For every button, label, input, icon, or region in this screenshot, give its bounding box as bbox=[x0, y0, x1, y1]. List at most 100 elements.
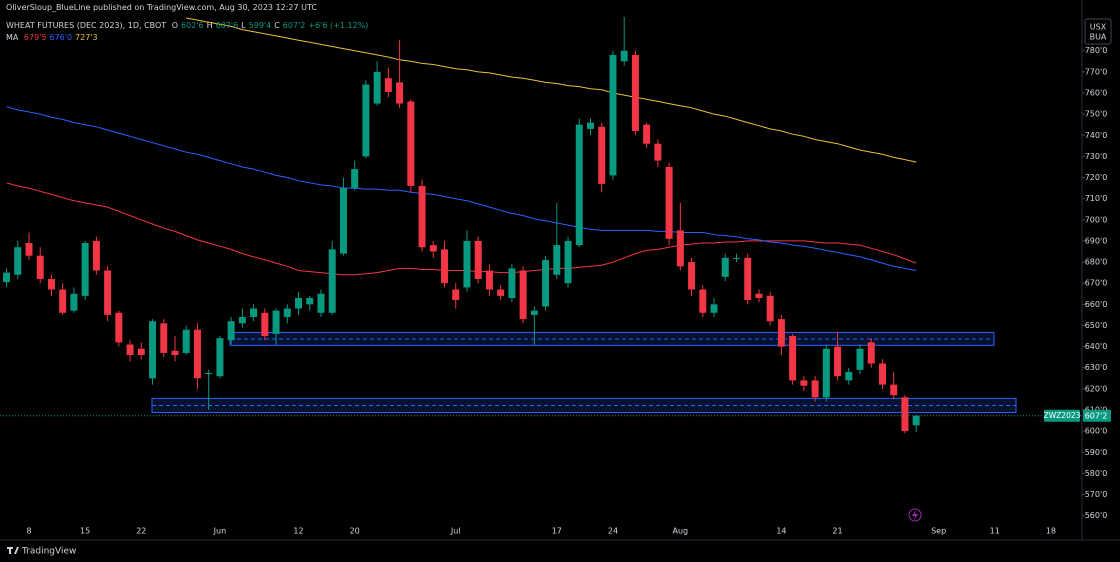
ohlc-value: 599'4 bbox=[248, 21, 272, 30]
candle-body bbox=[474, 240, 482, 279]
moving-average bbox=[6, 106, 917, 271]
ma-value: 727'3 bbox=[75, 33, 98, 42]
candle-body bbox=[542, 259, 550, 307]
x-tick-label: 12 bbox=[293, 527, 303, 536]
candle-body bbox=[104, 270, 112, 315]
y-tick-label: 690'0 bbox=[1085, 236, 1108, 245]
ohlc-value: 607'6 bbox=[215, 21, 239, 30]
candle-body bbox=[418, 185, 426, 248]
y-tick-label: 630'0 bbox=[1085, 363, 1108, 372]
event-icon[interactable] bbox=[908, 508, 922, 522]
plot-area bbox=[0, 16, 1082, 434]
candle-body bbox=[92, 240, 100, 271]
candle-body bbox=[867, 342, 875, 364]
candle-body bbox=[137, 348, 145, 356]
x-tick-label: 8 bbox=[26, 527, 31, 536]
candle-body bbox=[306, 297, 314, 305]
x-tick-label: 17 bbox=[552, 527, 562, 536]
candle-body bbox=[609, 54, 617, 176]
moving-average bbox=[186, 17, 917, 163]
candle-body bbox=[351, 169, 359, 189]
candle-body bbox=[789, 336, 797, 381]
candle-body bbox=[890, 384, 898, 396]
y-tick-label: 770'0 bbox=[1085, 67, 1108, 76]
candle-body bbox=[373, 71, 381, 104]
candle-body bbox=[205, 373, 213, 375]
symbol-tag-label: ZWZ2023 bbox=[1044, 411, 1081, 420]
candle-body bbox=[878, 363, 886, 385]
candle-body bbox=[339, 188, 347, 254]
y-tick-label: 590'0 bbox=[1085, 448, 1108, 457]
candle-body bbox=[70, 293, 78, 311]
y-tick-label: 750'0 bbox=[1085, 110, 1108, 119]
candle-body bbox=[564, 240, 572, 284]
unit: BUA bbox=[1090, 33, 1107, 42]
candle-body bbox=[912, 415, 920, 426]
ohlc-key: C bbox=[274, 21, 280, 30]
candle-body bbox=[856, 348, 864, 370]
x-tick-label: 11 bbox=[990, 527, 1000, 536]
x-tick-label: Sep bbox=[931, 527, 946, 536]
candle-body bbox=[901, 397, 909, 432]
ohlc-value: 602'6 bbox=[181, 21, 204, 30]
y-tick-label: 660'0 bbox=[1085, 300, 1108, 309]
y-tick-label: 700'0 bbox=[1085, 215, 1108, 224]
y-tick-label: 740'0 bbox=[1085, 131, 1108, 140]
x-tick-label: Jul bbox=[450, 527, 461, 536]
candle-body bbox=[530, 310, 538, 315]
y-tick-label: 680'0 bbox=[1085, 258, 1108, 267]
candle-body bbox=[755, 293, 763, 298]
y-tick-label: 670'0 bbox=[1085, 279, 1108, 288]
candle-body bbox=[14, 247, 22, 275]
x-tick-label: 18 bbox=[1046, 527, 1056, 536]
y-tick-label: 570'0 bbox=[1085, 490, 1108, 499]
candle-body bbox=[508, 268, 516, 298]
y-tick-label: 710'0 bbox=[1085, 194, 1108, 203]
candle-body bbox=[317, 293, 325, 313]
candle-body bbox=[676, 230, 684, 267]
candle-body bbox=[497, 289, 505, 296]
y-tick-label: 600'0 bbox=[1085, 427, 1108, 436]
currency-box bbox=[1084, 18, 1112, 45]
candle-body bbox=[575, 124, 583, 246]
brand: TradingView bbox=[21, 547, 76, 557]
symbol-legend: WHEAT FUTURES (DEC 2023), 1D, CBOT O 602'… bbox=[6, 21, 371, 30]
candle-body bbox=[463, 240, 471, 288]
y-tick-label: 720'0 bbox=[1085, 173, 1108, 182]
ohlc-key: L bbox=[241, 21, 246, 30]
candle-body bbox=[396, 82, 404, 104]
candle-body bbox=[407, 101, 415, 186]
y-tick-label: 760'0 bbox=[1085, 88, 1108, 97]
candle-body bbox=[238, 317, 246, 324]
candle-body bbox=[3, 272, 11, 283]
candle-body bbox=[643, 124, 651, 144]
candle-body bbox=[36, 255, 44, 279]
candle-body bbox=[295, 297, 303, 309]
candle-body bbox=[59, 289, 67, 313]
candle-body bbox=[328, 249, 336, 313]
candle-body bbox=[587, 122, 594, 129]
brand-logo bbox=[7, 547, 19, 554]
candle-body bbox=[160, 323, 168, 353]
x-tick-label: 21 bbox=[832, 527, 842, 536]
y-tick-label: 640'0 bbox=[1085, 342, 1108, 351]
ohlc-value: 607'2 bbox=[282, 21, 306, 30]
candle-body bbox=[182, 329, 190, 353]
candle-body bbox=[688, 262, 696, 290]
ma-label: MA bbox=[6, 33, 19, 42]
candle-body bbox=[777, 319, 785, 347]
candle-body bbox=[732, 257, 740, 259]
candle-body bbox=[710, 304, 718, 313]
candle-body bbox=[250, 308, 258, 318]
candle-body bbox=[193, 329, 201, 379]
candle-body bbox=[149, 321, 157, 379]
candle-body bbox=[261, 312, 269, 337]
publisher: OliverSloup_BlueLine published on Tradin… bbox=[6, 3, 318, 12]
candle-body bbox=[811, 380, 819, 398]
candle-body bbox=[699, 289, 707, 313]
candle-body bbox=[834, 346, 842, 377]
candle-body bbox=[216, 338, 224, 377]
candle-body bbox=[47, 278, 55, 290]
